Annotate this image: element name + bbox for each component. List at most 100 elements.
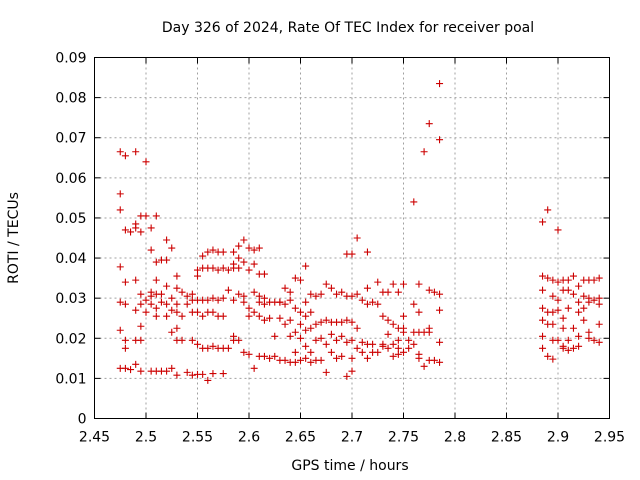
data-point (317, 356, 325, 364)
data-point (235, 254, 243, 262)
data-point (219, 294, 227, 302)
data-point (250, 364, 258, 372)
data-point (250, 288, 258, 296)
data-point (415, 308, 423, 316)
y-tick-label: 0.04 (55, 251, 86, 267)
chart-title: Day 326 of 2024, Rate Of TEC Index for r… (162, 20, 534, 36)
data-point (564, 304, 572, 312)
data-point (132, 224, 140, 232)
data-point (539, 344, 547, 352)
data-point (554, 226, 562, 234)
data-point (266, 314, 274, 322)
data-point (281, 284, 289, 292)
data-point (240, 298, 248, 306)
data-point (436, 136, 444, 144)
data-point (410, 300, 418, 308)
data-point (374, 348, 382, 356)
data-point (219, 312, 227, 320)
data-point (291, 274, 299, 282)
data-point (585, 328, 593, 336)
data-point (163, 282, 171, 290)
data-point (544, 352, 552, 360)
x-axis-ticks: 2.45 2.5 2.55 2.6 2.65 2.7 2.75 2.8 2.85 2.9 2.95 (79, 57, 625, 446)
data-point (549, 276, 557, 284)
data-point (333, 354, 341, 362)
data-point (425, 328, 433, 336)
data-point (219, 264, 227, 272)
data-point (333, 336, 341, 344)
data-point (420, 362, 428, 370)
data-point (297, 320, 304, 328)
data-point (173, 272, 181, 280)
data-point (157, 290, 165, 298)
data-point (554, 278, 562, 286)
data-point (204, 344, 212, 352)
data-point (400, 280, 407, 288)
data-point (297, 276, 304, 284)
data-point (348, 250, 356, 258)
data-point (209, 342, 217, 350)
y-tick-label: 0.08 (55, 91, 86, 107)
data-point (240, 348, 248, 356)
data-point (595, 338, 603, 346)
data-point (260, 294, 268, 302)
data-point (116, 190, 124, 198)
data-point (425, 120, 433, 128)
data-point (410, 198, 418, 206)
data-point (580, 292, 588, 300)
data-point (564, 286, 572, 294)
y-tick-label: 0.03 (55, 291, 86, 307)
data-point (137, 367, 145, 375)
data-point (291, 328, 299, 336)
data-point (121, 300, 129, 308)
data-point (338, 288, 346, 296)
data-point (569, 344, 577, 352)
data-point (173, 300, 181, 308)
data-point (224, 286, 232, 294)
data-point (569, 324, 577, 332)
data-point (116, 263, 124, 271)
data-point (353, 290, 361, 298)
data-point (235, 242, 243, 250)
data-point (286, 296, 294, 304)
data-point (240, 292, 248, 300)
data-point (358, 338, 366, 346)
data-point (127, 228, 135, 236)
data-point (209, 370, 217, 378)
data-point (255, 312, 263, 320)
data-point (348, 318, 356, 326)
data-point (188, 371, 196, 379)
data-point (405, 336, 413, 344)
data-point (291, 304, 299, 312)
data-point (297, 308, 304, 316)
data-point (173, 371, 181, 379)
data-point (379, 312, 387, 320)
data-point (204, 296, 212, 304)
data-point (544, 274, 552, 282)
data-point (173, 308, 181, 316)
data-point (183, 368, 191, 376)
data-point (152, 258, 160, 266)
data-point (554, 306, 562, 314)
data-point (240, 258, 248, 266)
data-point (430, 356, 438, 364)
data-point (142, 158, 150, 166)
x-tick-label: 2.7 (341, 430, 363, 446)
data-point (389, 320, 397, 328)
data-point (353, 344, 361, 352)
x-tick-label: 2.45 (79, 430, 110, 446)
data-point (549, 292, 557, 300)
data-point (121, 364, 129, 372)
data-point (400, 312, 407, 320)
data-point (178, 336, 186, 344)
data-point (281, 356, 289, 364)
data-point (302, 342, 310, 350)
data-point (132, 276, 140, 284)
data-point (575, 342, 583, 350)
data-point (554, 296, 562, 304)
data-point (152, 212, 160, 220)
data-point (549, 308, 557, 316)
data-point (163, 256, 171, 264)
data-point (142, 308, 150, 316)
data-point (137, 228, 145, 236)
